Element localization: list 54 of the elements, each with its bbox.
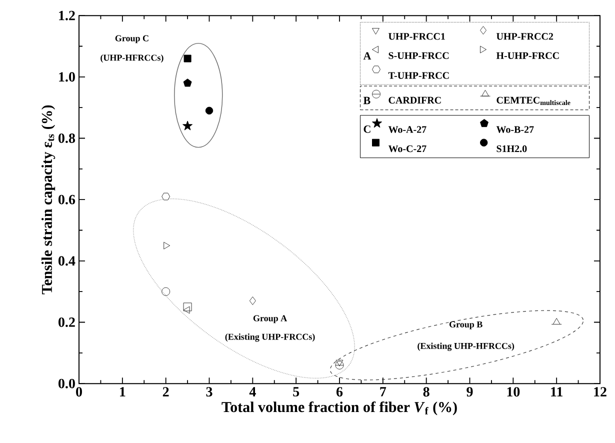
legend-label: Wo-C-27 [388, 145, 426, 152]
annotation: (Existing UHP-FRCCs) [225, 333, 315, 342]
y-tick-label: 0.6 [58, 194, 76, 204]
legend-label: H-UHP-FRCC [496, 52, 559, 59]
annotation: Group B [449, 321, 482, 330]
point [249, 296, 256, 306]
x-tick-label: 0 [76, 387, 82, 397]
point [184, 54, 192, 62]
y-tick-label: 1.0 [59, 72, 75, 82]
point [162, 192, 170, 200]
y-axis-title: Tensile strain capacity ε$_{ts}$ (%) [41, 105, 56, 294]
legend-label: $\mathbf{CEMTEC}_{\mathbf{multiscale}}$ [496, 96, 570, 106]
annotation: (UHP-HFRCCs) [100, 54, 164, 63]
x-tick-label: 8 [423, 387, 430, 397]
x-tick-label: 1 [120, 387, 126, 396]
y-tick-label: 0.2 [58, 317, 75, 328]
point [336, 360, 344, 366]
y-tick-label: 0.4 [58, 256, 76, 266]
y-tick-label: 1.2 [59, 10, 75, 20]
x-tick-label: 11 [551, 387, 562, 396]
x-tick-label: 9 [466, 387, 473, 397]
annotation: Group C [115, 35, 148, 44]
legend-label: S1H2.0 [496, 145, 527, 152]
point [183, 302, 192, 312]
x-tick-label: 6 [336, 387, 343, 397]
y-tick-label: 0.8 [58, 133, 76, 144]
legend-label: UHP-FRCC1 [388, 33, 445, 40]
x-axis-title: Total volume fraction of fiber V$_{f}$ (%) [222, 401, 457, 416]
legend-label: CARDIFRC [388, 96, 441, 104]
x-tick-label: 5 [293, 387, 300, 396]
point [205, 106, 214, 115]
x-tick-label: 3 [206, 387, 212, 397]
annotation: A [363, 52, 372, 60]
point [335, 360, 344, 370]
point [183, 306, 190, 314]
point [162, 287, 170, 296]
x-tick-label: 2 [162, 387, 169, 396]
annotation: (Existing UHP-HFRCCs) [418, 342, 514, 351]
annotation: C [364, 125, 370, 133]
legend-label: UHP-FRCC2 [496, 33, 554, 40]
legend-label: Wo-A-27 [388, 126, 426, 133]
x-tick-label: 10 [507, 387, 520, 397]
annotation: Group A [253, 315, 288, 324]
x-tick-label: 7 [380, 387, 386, 396]
legend-label: S-UHP-FRCC [388, 52, 449, 59]
legend-label: T-UHP-FRCC [388, 72, 449, 79]
legend-label: Wo-B-27 [496, 126, 534, 133]
annotation: B [363, 96, 370, 104]
x-tick-label: 4 [249, 387, 256, 396]
point [182, 120, 193, 130]
point [183, 78, 192, 87]
y-tick-label: 0.0 [58, 378, 75, 388]
point [164, 242, 170, 250]
x-tick-label: 12 [594, 387, 606, 396]
